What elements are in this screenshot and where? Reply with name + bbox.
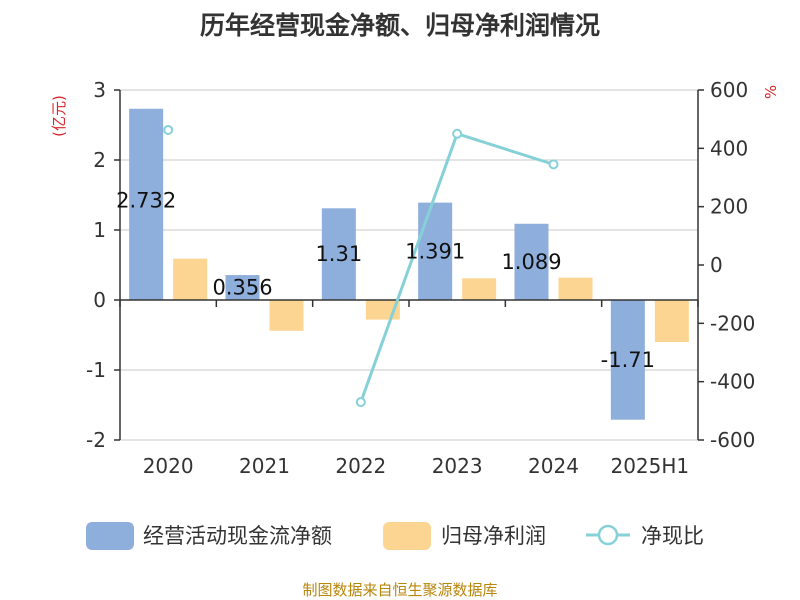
- legend-label-ratio: 净现比: [641, 524, 704, 548]
- chart-title: 历年经营现金净额、归母净利润情况: [200, 11, 600, 40]
- cashflow-bar: [225, 275, 260, 300]
- zero-baseline: [119, 299, 699, 307]
- left-tick-label: 3: [93, 78, 106, 102]
- cashflow-data-label: 1.391: [405, 239, 465, 263]
- x-tick-label: 2024: [528, 454, 579, 478]
- cashflow-data-label: 1.089: [501, 250, 561, 274]
- profit-bar: [558, 277, 593, 300]
- left-tick-label: 2: [93, 148, 106, 172]
- legend-item-profit[interactable]: 归母净利润: [383, 522, 546, 550]
- ratio-point: [163, 124, 174, 135]
- cashflow-data-label: 1.31: [315, 242, 362, 266]
- left-tick-label: -1: [86, 358, 106, 382]
- profit-bar: [462, 278, 497, 300]
- x-tick-label: 2021: [239, 454, 290, 478]
- cashflow-bar: [514, 223, 549, 300]
- cashflow-data-label: 0.356: [212, 276, 272, 300]
- ratio-point: [548, 159, 559, 170]
- left-tick-label: 0: [93, 288, 106, 312]
- legend: 经营活动现金流净额 归母净利润 净现比: [86, 522, 704, 550]
- x-tick-label: 2022: [335, 454, 386, 478]
- legend-marker-ratio: [597, 524, 619, 546]
- ratio-point: [452, 128, 463, 139]
- cashflow-data-label: -1.71: [601, 348, 655, 372]
- right-tick-label: 0: [710, 253, 723, 277]
- ratio-line-series: [163, 124, 559, 408]
- right-tick-label: 400: [710, 136, 748, 160]
- right-tick-label: -400: [710, 370, 755, 394]
- left-axis: 3 2 1 0 -1 -2: [86, 78, 121, 452]
- ratio-point: [355, 397, 366, 408]
- cashflow-bar: [129, 108, 164, 300]
- bar-series: [129, 108, 689, 420]
- legend-swatch-cashflow: [86, 522, 134, 550]
- legend-item-cashflow[interactable]: 经营活动现金流净额: [86, 522, 332, 550]
- profit-bar: [654, 300, 689, 342]
- legend-item-ratio[interactable]: 净现比: [586, 524, 704, 548]
- data-source-note: 制图数据来自恒生聚源数据库: [302, 581, 497, 599]
- legend-label-profit: 归母净利润: [441, 524, 546, 548]
- x-tick-label: 2023: [432, 454, 483, 478]
- profit-bar: [173, 258, 208, 300]
- cashflow-bar: [610, 300, 645, 420]
- x-tick-label: 2025H1: [610, 454, 689, 478]
- left-tick-label: 1: [93, 218, 106, 242]
- x-tick-label: 2020: [143, 454, 194, 478]
- right-tick-label: 600: [710, 78, 748, 102]
- right-tick-label: 200: [710, 195, 748, 219]
- data-labels: 2.732 0.356 1.31 1.391 1.089 -1.71: [116, 189, 655, 372]
- right-tick-label: -600: [710, 428, 755, 452]
- cashflow-bar: [418, 202, 453, 300]
- cashflow-bar: [321, 208, 356, 300]
- legend-label-cashflow: 经营活动现金流净额: [143, 524, 332, 548]
- legend-swatch-profit: [383, 522, 431, 550]
- grid-lines: [120, 89, 698, 441]
- right-tick-label: -200: [710, 311, 755, 335]
- x-axis: 2020 2021 2022 2023 2024 2025H1: [143, 454, 689, 478]
- cashflow-data-label: 2.732: [116, 189, 176, 213]
- left-axis-unit: (亿元): [50, 95, 68, 137]
- profit-bar: [269, 300, 304, 331]
- left-tick-label: -2: [86, 428, 106, 452]
- right-axis-unit: %: [762, 85, 780, 99]
- right-axis: 600 400 200 0 -200 -400 -600: [697, 78, 755, 452]
